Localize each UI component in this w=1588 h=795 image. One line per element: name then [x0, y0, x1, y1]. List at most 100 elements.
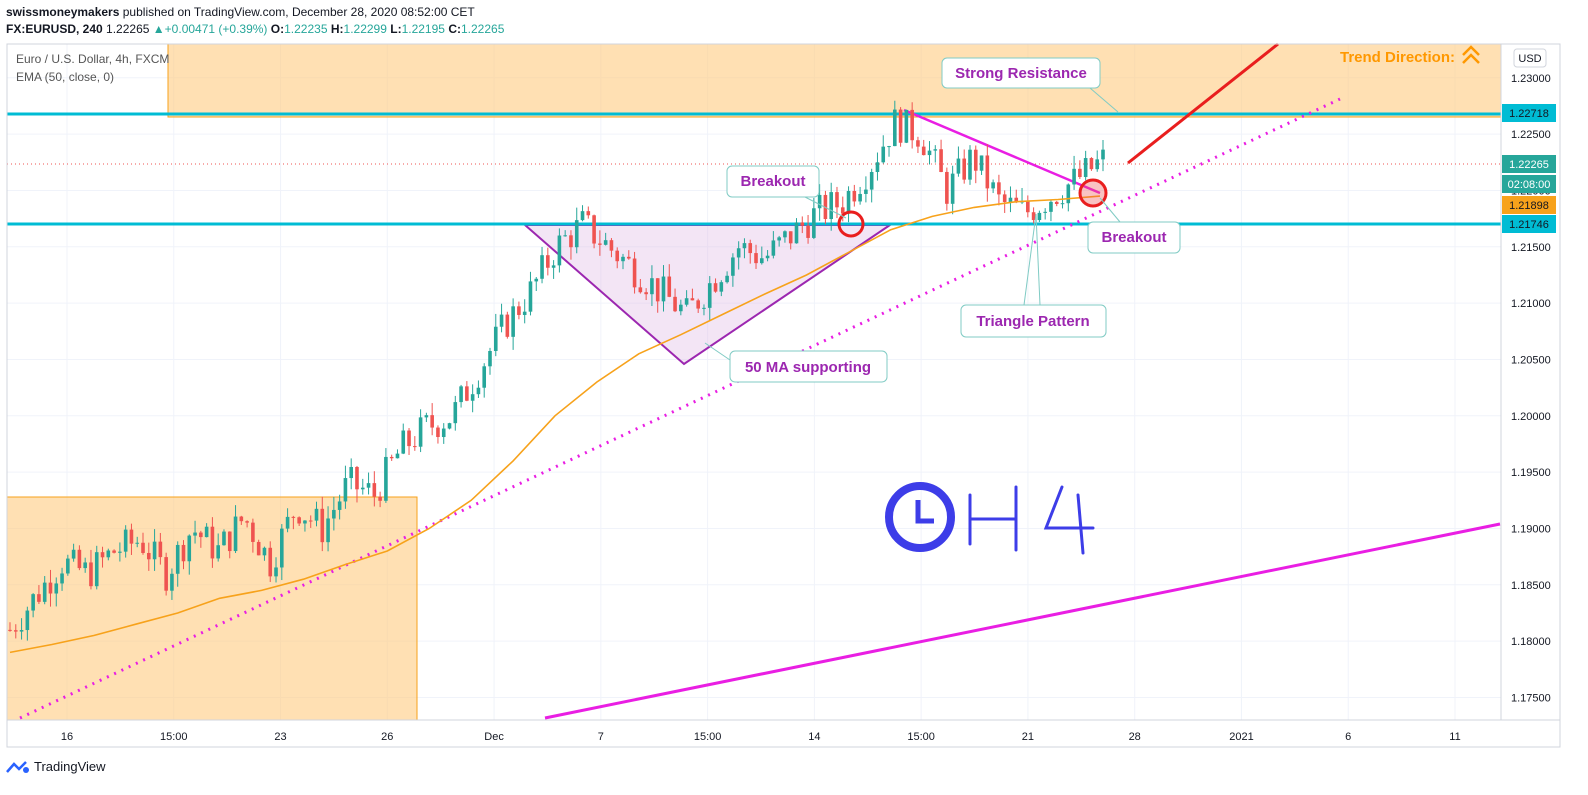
candle-body — [430, 415, 434, 428]
candle-body — [1078, 168, 1082, 178]
candle-body — [94, 552, 99, 587]
candle-body — [303, 520, 307, 524]
low-label: L: — [390, 22, 402, 36]
breakout-text-2: Breakout — [1101, 229, 1166, 246]
candle-body — [401, 430, 406, 454]
candle-body — [407, 430, 411, 447]
candle-body — [1095, 159, 1100, 170]
candle-body — [349, 466, 354, 479]
price-tick-label: 1.18000 — [1511, 636, 1551, 648]
symbol[interactable]: FX:EURUSD, 240 — [6, 22, 103, 36]
triangle-pattern-callout[interactable]: Triangle Pattern — [960, 213, 1107, 338]
time-tick-label: 15:00 — [694, 731, 722, 743]
time-tick-label: 7 — [598, 731, 604, 743]
candle-body — [222, 531, 226, 546]
candle-body — [453, 402, 458, 424]
candle-body — [702, 307, 706, 309]
current-price-tag — [1502, 155, 1556, 173]
candle-body — [389, 456, 394, 459]
candle-body — [904, 109, 909, 143]
candle-body — [991, 182, 995, 189]
candle-body — [13, 630, 18, 632]
legend-indicator[interactable]: EMA (50, close, 0) — [16, 70, 115, 84]
breakout-callout-1[interactable]: Breakout — [726, 165, 847, 219]
candle-body — [123, 529, 128, 552]
publisher-name[interactable]: swissmoneymakers — [6, 5, 120, 19]
candle-body — [1043, 211, 1047, 213]
triangle-pattern-text: Triangle Pattern — [976, 313, 1089, 330]
candle-body — [910, 109, 914, 141]
dotted-uptrend-line — [19, 97, 1341, 720]
published-text: published on TradingView.com, December 2… — [122, 5, 475, 19]
candle-body — [528, 281, 533, 312]
time-tick-label: 11 — [1449, 731, 1460, 743]
candle-body — [441, 428, 446, 438]
strong-resistance-callout[interactable]: Strong Resistance — [941, 57, 1119, 113]
candle-body — [684, 298, 689, 305]
candle-body — [534, 278, 539, 282]
candle-body — [1002, 194, 1007, 203]
ema-price-text: 1.21898 — [1509, 200, 1549, 212]
candle-body — [71, 549, 76, 559]
currency-label: USD — [1518, 53, 1541, 65]
candle-body — [482, 366, 487, 388]
time-tick-label: 15:00 — [160, 731, 188, 743]
candle-body — [985, 155, 990, 189]
candle-body — [968, 149, 972, 180]
candle-body — [465, 386, 469, 401]
time-axis[interactable]: 16 15:00 23 26 Dec 7 15:00 14 15:00 21 28 2021 6 11 — [61, 731, 1461, 743]
breakout-circle-1 — [837, 210, 865, 238]
candle-body — [274, 567, 278, 577]
footer-brand: TradingView — [34, 759, 106, 774]
candle-body — [418, 417, 423, 447]
candle-body — [609, 240, 614, 251]
support-price-tag — [1502, 215, 1556, 233]
candle-body — [100, 552, 105, 558]
open-value: 1.22235 — [284, 22, 328, 36]
candle-body — [413, 446, 417, 448]
time-tick-label: 2021 — [1229, 731, 1253, 743]
candle-body — [291, 516, 296, 518]
candle-body — [25, 610, 30, 631]
candle-body — [48, 582, 53, 594]
tradingview-footer[interactable]: TradingView — [6, 759, 106, 774]
candle-body — [89, 562, 93, 587]
candle-body — [933, 149, 938, 151]
candle-body — [580, 211, 585, 221]
candle-body — [546, 255, 550, 268]
candle-body — [31, 594, 35, 611]
candle-body — [1101, 149, 1105, 160]
candle-body — [754, 253, 758, 264]
time-tick-label: Dec — [484, 731, 504, 743]
candle-body — [812, 208, 816, 238]
candle-body — [493, 326, 498, 351]
breakout-callout-2[interactable]: Breakout — [1087, 197, 1181, 254]
candle-body — [424, 415, 429, 418]
legend-title[interactable]: Euro / U.S. Dollar, 4h, FXCM — [16, 52, 170, 66]
countdown-text: 02:08:00 — [1508, 179, 1551, 191]
candle-body — [1054, 201, 1059, 204]
candle-body — [569, 235, 573, 248]
currency-badge[interactable] — [1513, 48, 1547, 68]
candle-body — [499, 314, 504, 327]
candle-body — [1072, 168, 1076, 185]
candle-body — [106, 550, 111, 558]
price-axis[interactable]: 1.230001.225001.220001.215001.210001.205… — [1511, 73, 1551, 705]
candle-body — [840, 207, 845, 214]
candle-body — [673, 296, 677, 312]
candle-body — [852, 190, 857, 202]
candle-body — [632, 258, 637, 288]
candle-body — [800, 222, 805, 226]
candle-body — [794, 222, 799, 244]
candle-body — [355, 466, 359, 490]
candle-body — [777, 237, 781, 241]
candle-body — [916, 140, 920, 147]
candle-body — [378, 496, 382, 501]
candle-body — [1037, 212, 1042, 221]
current-price-text: 1.22265 — [1509, 159, 1549, 171]
candle-body — [858, 193, 862, 202]
candle-body — [719, 282, 724, 292]
ma-supporting-callout[interactable]: 50 MA supporting — [704, 342, 888, 383]
candle-body — [181, 544, 186, 562]
